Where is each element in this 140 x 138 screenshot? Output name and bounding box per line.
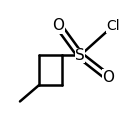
Text: O: O (52, 18, 65, 33)
Text: Cl: Cl (106, 19, 120, 33)
Text: S: S (75, 48, 85, 63)
Text: O: O (102, 70, 114, 85)
